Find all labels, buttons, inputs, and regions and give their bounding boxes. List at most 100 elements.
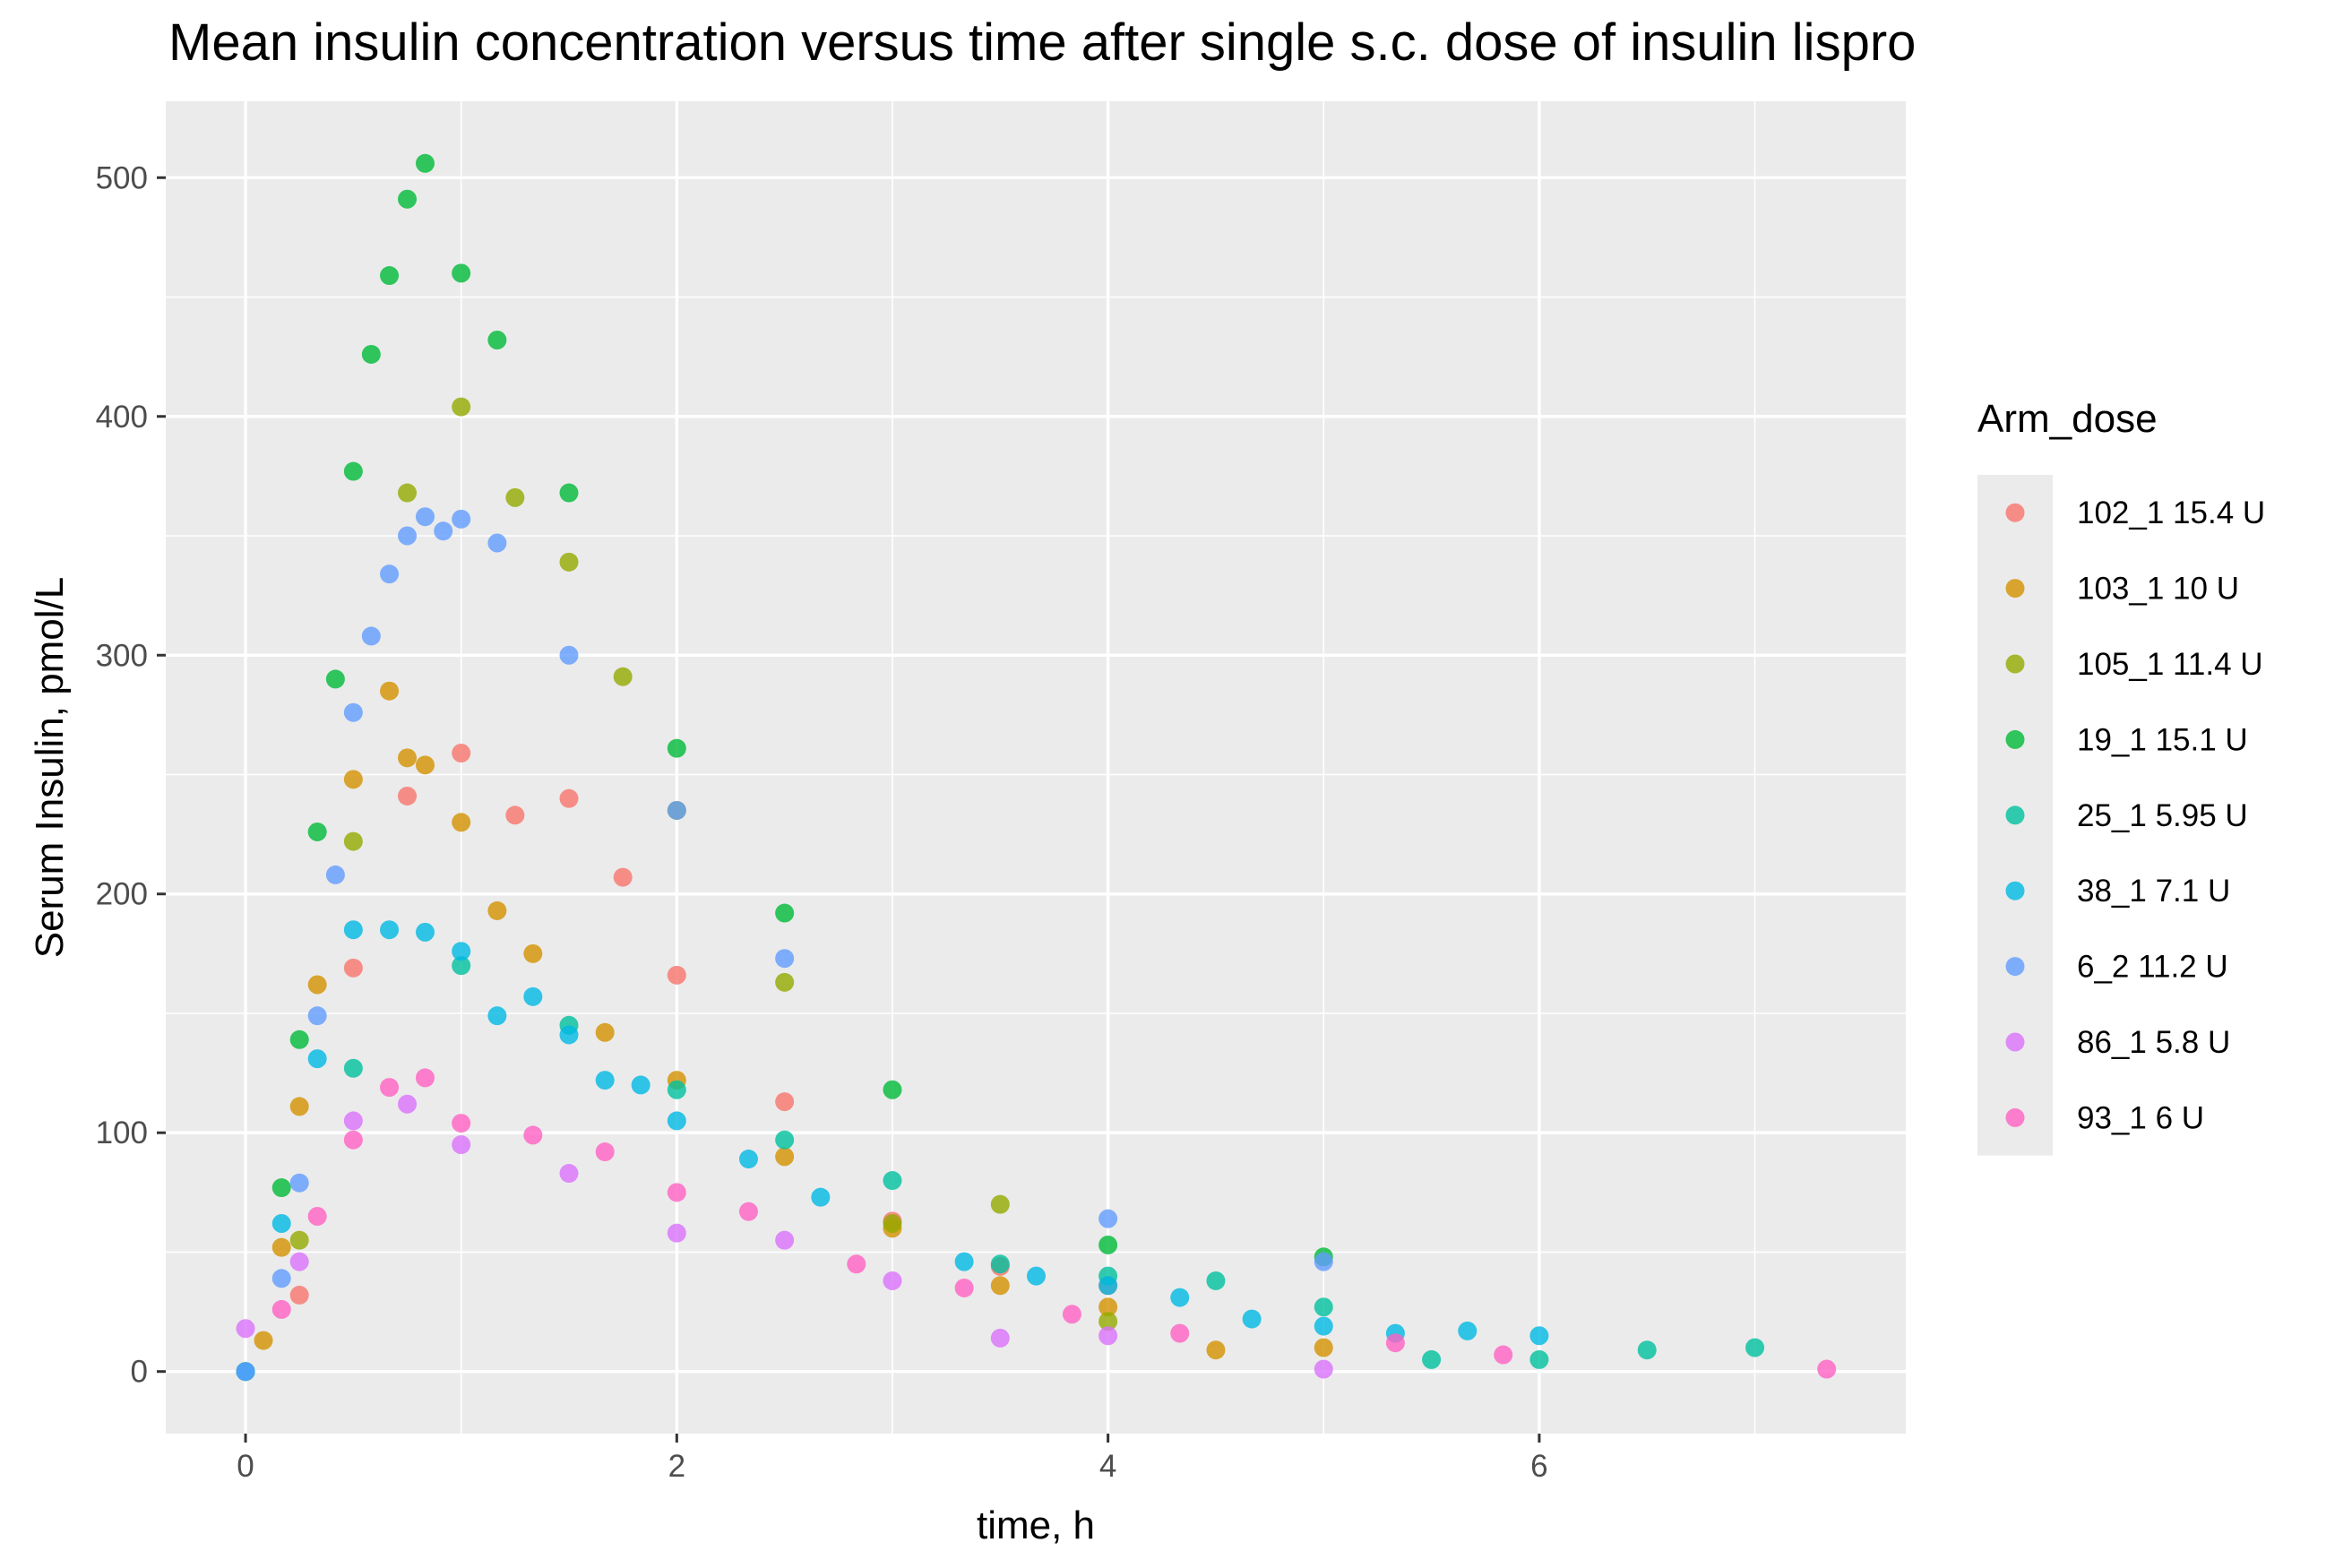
data-point	[415, 922, 435, 942]
data-point	[415, 1068, 435, 1088]
data-point	[990, 1194, 1010, 1214]
data-point	[343, 831, 363, 851]
data-point	[1206, 1340, 1226, 1360]
data-point	[954, 1252, 974, 1271]
data-point	[380, 266, 400, 286]
data-point	[1098, 1297, 1118, 1317]
legend-label: 105_1 11.4 U	[2077, 647, 2263, 682]
data-point	[775, 1092, 795, 1112]
data-point	[631, 1075, 650, 1095]
data-point	[487, 330, 507, 349]
data-point	[1817, 1359, 1837, 1379]
data-point	[380, 681, 400, 701]
data-point	[1494, 1345, 1513, 1365]
data-point	[289, 1285, 309, 1305]
data-point	[398, 748, 418, 768]
data-point	[775, 1130, 795, 1150]
data-point	[883, 1213, 902, 1233]
data-point	[343, 770, 363, 789]
data-point	[667, 1223, 686, 1243]
data-point	[271, 1213, 291, 1233]
y-tick-label: 500	[96, 160, 148, 195]
data-point	[559, 483, 579, 503]
data-point	[380, 920, 400, 940]
legend-key	[2005, 729, 2025, 749]
data-point	[1242, 1309, 1262, 1329]
data-point	[343, 461, 363, 481]
data-point	[990, 1276, 1010, 1296]
legend-key	[2005, 881, 2025, 900]
data-point	[883, 1171, 902, 1191]
x-tick-label: 0	[237, 1449, 254, 1484]
y-tick-label: 100	[96, 1116, 148, 1150]
data-point	[523, 943, 543, 963]
y-axis-ticks: 0 100 200 300 400 500	[96, 160, 166, 1390]
data-point	[990, 1254, 1010, 1274]
legend-label: 103_1 10 U	[2077, 572, 2239, 607]
data-point	[452, 509, 471, 529]
data-point	[361, 626, 381, 646]
data-point	[1314, 1252, 1333, 1271]
data-point	[343, 1111, 363, 1131]
data-point	[307, 1049, 327, 1069]
data-point	[559, 1025, 579, 1045]
data-point	[954, 1278, 974, 1297]
data-point	[1745, 1338, 1765, 1357]
x-axis-title: time, h	[977, 1503, 1095, 1547]
data-point	[613, 867, 633, 887]
data-point	[452, 397, 471, 417]
data-point	[990, 1328, 1010, 1348]
data-point	[595, 1142, 615, 1162]
y-tick-label: 200	[96, 877, 148, 912]
legend: Arm_dose 102_1 15.4 U 103_1 10 U 105_1 11.…	[1977, 397, 2265, 1156]
data-point	[1385, 1333, 1405, 1353]
legend-label: 86_1 5.8 U	[2077, 1025, 2230, 1060]
data-point	[505, 487, 525, 507]
data-point	[613, 667, 633, 686]
data-point	[452, 942, 471, 961]
data-point	[883, 1271, 902, 1290]
data-point	[254, 1331, 273, 1350]
data-points	[236, 153, 1837, 1382]
data-point	[738, 1202, 758, 1221]
legend-title: Arm_dose	[1977, 397, 2158, 441]
data-point	[307, 975, 327, 995]
data-point	[271, 1269, 291, 1288]
data-point	[380, 1078, 400, 1098]
data-point	[271, 1299, 291, 1319]
data-point	[452, 263, 471, 283]
legend-key	[2005, 654, 2025, 674]
data-point	[559, 1164, 579, 1184]
data-point	[523, 986, 543, 1006]
legend-key	[2005, 503, 2025, 522]
data-point	[1170, 1323, 1190, 1343]
data-point	[452, 956, 471, 976]
data-point	[307, 822, 327, 841]
data-point	[1637, 1340, 1657, 1360]
data-point	[667, 965, 686, 985]
legend-key	[2005, 1032, 2025, 1052]
data-point	[415, 507, 435, 527]
data-point	[1206, 1271, 1226, 1290]
legend-key	[2005, 957, 2025, 977]
data-point	[1314, 1316, 1333, 1336]
data-point	[289, 1097, 309, 1116]
legend-label: 25_1 5.95 U	[2077, 798, 2248, 833]
x-axis-ticks: 0 2 4 6	[237, 1434, 1548, 1484]
data-point	[847, 1254, 866, 1274]
data-point	[1529, 1326, 1549, 1346]
y-tick-label: 0	[131, 1355, 148, 1390]
x-tick-label: 6	[1530, 1449, 1547, 1484]
data-point	[325, 669, 345, 689]
data-point	[667, 1080, 686, 1099]
data-point	[775, 949, 795, 969]
major-gridlines	[166, 101, 1906, 1434]
y-tick-label: 300	[96, 638, 148, 673]
data-point	[1314, 1297, 1333, 1317]
data-point	[452, 1135, 471, 1155]
data-point	[380, 564, 400, 584]
x-tick-label: 2	[668, 1449, 685, 1484]
plot-panel	[166, 101, 1906, 1434]
data-point	[289, 1030, 309, 1049]
